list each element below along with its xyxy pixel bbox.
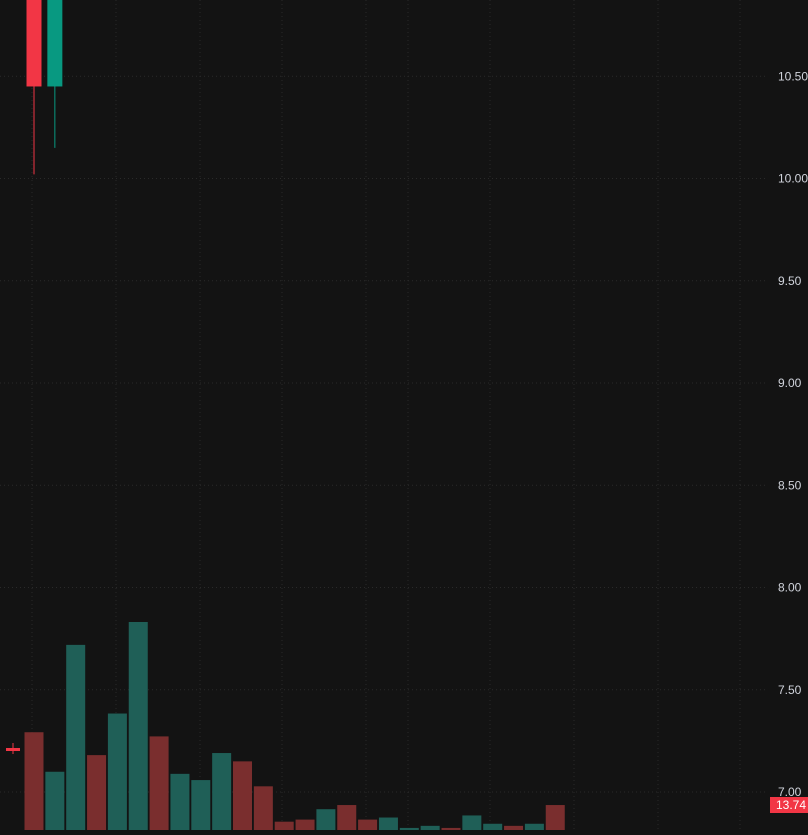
volume-bar: [191, 780, 211, 830]
candle[interactable]: [47, 0, 63, 148]
volume-bar: [441, 827, 461, 830]
volume-bar: [212, 753, 232, 830]
volume-bar: [337, 805, 357, 830]
price-tick-label: 10.50: [778, 69, 808, 83]
candle-body: [47, 0, 63, 87]
volume-bar: [399, 827, 419, 830]
volume-bar: [316, 809, 336, 830]
volume-bar: [128, 622, 148, 830]
price-tick-label: 8.00: [778, 581, 802, 595]
volume-bar: [170, 773, 190, 830]
price-tick-label: 9.50: [778, 274, 802, 288]
volume-bar: [378, 817, 398, 830]
price-tick-label: 10.00: [778, 172, 808, 186]
volume-bar: [87, 755, 107, 830]
volume-series: [24, 622, 565, 830]
volume-bar: [45, 771, 65, 830]
price-tick-label: 8.50: [778, 478, 802, 492]
grid: [0, 0, 766, 830]
volume-badge: [770, 797, 808, 813]
volume-badge-label: 13.74: [776, 798, 806, 812]
volume-bar: [66, 644, 86, 830]
volume-bar: [295, 819, 315, 830]
volume-bar: [420, 825, 440, 830]
volume-bar: [149, 736, 169, 830]
price-tick-label: 7.00: [778, 785, 802, 799]
volume-bar: [24, 732, 44, 830]
volume-bar: [524, 823, 544, 830]
volume-bar: [504, 825, 524, 830]
price-tick-label: 7.50: [778, 683, 802, 697]
volume-bar: [233, 761, 252, 830]
volume-bar: [107, 713, 127, 830]
volume-bar: [462, 815, 482, 830]
candle-series: [26, 0, 63, 175]
volume-bar: [545, 805, 565, 830]
candle[interactable]: [26, 0, 42, 175]
candle-body: [26, 0, 42, 87]
volume-bar: [274, 821, 294, 830]
volume-bar: [358, 819, 378, 830]
price-tick-label: 9.00: [778, 376, 802, 390]
price-axis: 7.007.508.008.509.009.5010.0010.5011.001…: [778, 69, 808, 799]
volume-bar: [253, 786, 273, 830]
volume-bar: [483, 823, 503, 830]
